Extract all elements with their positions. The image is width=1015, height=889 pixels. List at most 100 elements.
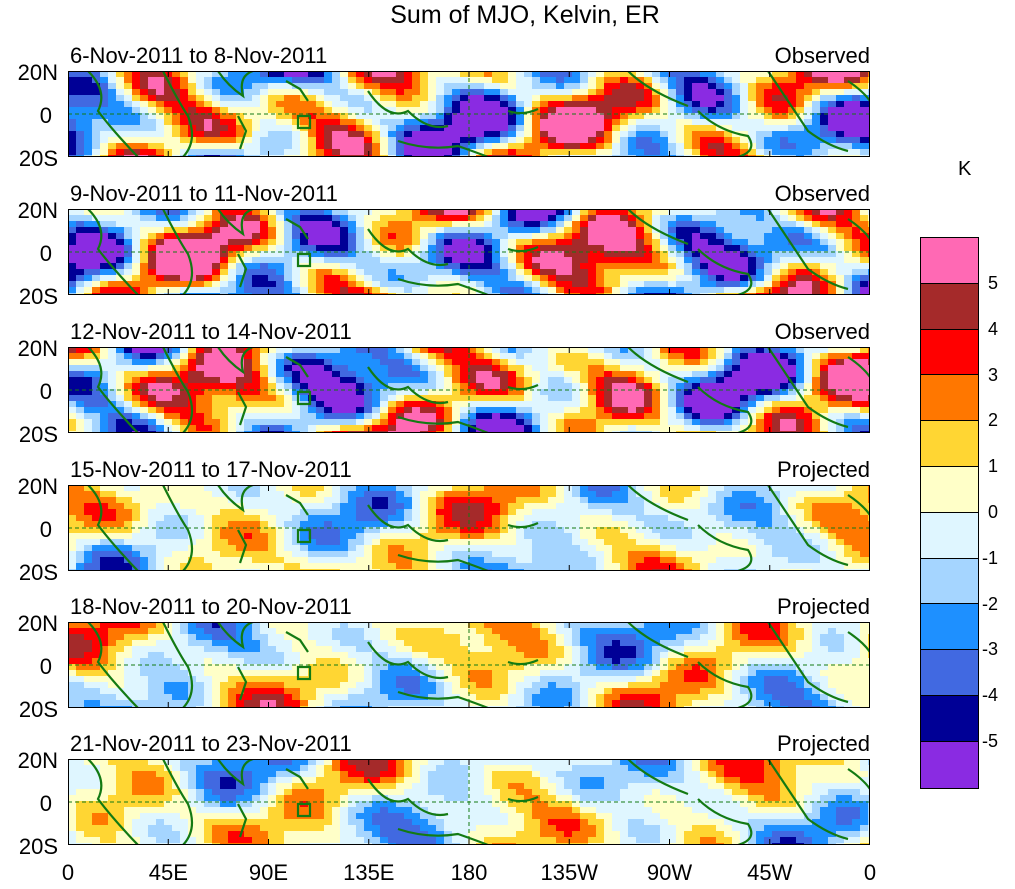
panel-frame [68, 71, 870, 157]
coastline [627, 347, 689, 384]
coastline [285, 80, 309, 102]
coastline [296, 665, 312, 681]
coastline [627, 485, 689, 522]
latitude-label: 20N [17, 611, 58, 636]
coastline [285, 768, 309, 790]
panel-date-range: 18-Nov-2011 to 20-Nov-2011 [70, 594, 352, 619]
coastline [87, 209, 139, 295]
colorbar-swatch [921, 695, 978, 742]
coastline [87, 622, 139, 708]
coastline [87, 759, 139, 845]
colorbar-swatch [921, 375, 978, 422]
colorbar-swatch [921, 558, 978, 605]
coastline [162, 71, 194, 157]
latitude-label: 0 [39, 654, 52, 679]
coastline [507, 245, 539, 253]
coastline [767, 759, 849, 841]
panel-frame [68, 622, 870, 708]
coastline [162, 347, 194, 433]
colorbar-tick-label: -2 [982, 593, 999, 614]
colorbar-swatch [921, 238, 978, 284]
coastline [217, 347, 254, 375]
panel-date-range: 12-Nov-2011 to 14-Nov-2011 [70, 319, 352, 344]
latitude-label: 20N [17, 336, 58, 361]
coastline [285, 631, 309, 653]
colorbar-tick-label: 5 [988, 273, 999, 293]
longitude-label: 45W [747, 860, 793, 885]
panel-status: Observed [774, 43, 870, 68]
coastline [767, 622, 849, 704]
panel-status: Observed [774, 319, 870, 344]
coastline [162, 759, 194, 845]
colorbar-swatch [921, 741, 978, 788]
latitude-label: 20S [18, 834, 58, 859]
anomaly-map-panel [68, 347, 870, 433]
panel-date-range: 6-Nov-2011 to 8-Nov-2011 [70, 43, 328, 68]
coastline [767, 209, 849, 291]
coastline [285, 356, 309, 378]
coastline [217, 485, 254, 513]
coastline [285, 218, 309, 240]
coastline [697, 386, 753, 433]
panel-frame [68, 209, 870, 295]
panel-status: Observed [774, 181, 870, 206]
longitude-label: 90E [248, 860, 289, 885]
latitude-label: 20N [17, 60, 58, 85]
figure-title: Sum of MJO, Kelvin, ER [390, 1, 660, 29]
panel-date-range: 9-Nov-2011 to 11-Nov-2011 [70, 181, 338, 206]
panel-frame [68, 485, 870, 571]
colorbar-swatch [921, 650, 978, 696]
coastline [217, 759, 254, 787]
coastline [847, 494, 870, 516]
coastline [367, 504, 449, 543]
coastline [847, 356, 870, 378]
colorbar-swatch [921, 604, 978, 651]
colorbar [920, 237, 979, 789]
coastline [697, 798, 753, 845]
coastline [767, 347, 849, 429]
panel-date-range: 15-Nov-2011 to 17-Nov-2011 [70, 457, 352, 482]
panel-frame [68, 347, 870, 433]
coastline [162, 209, 194, 295]
coastline [397, 553, 489, 571]
coastline [397, 827, 489, 845]
longitude-label: 0 [61, 860, 75, 885]
coastline [767, 485, 849, 567]
coastline [397, 415, 489, 433]
coastline [627, 759, 689, 796]
coastline [296, 528, 312, 544]
coastline [847, 218, 870, 240]
coastline [367, 778, 449, 817]
coastline [217, 209, 254, 237]
coastline [237, 115, 248, 150]
longitude-label: 135E [343, 860, 395, 885]
coastline [507, 383, 539, 391]
longitude-label: 45E [148, 860, 188, 885]
coastline [367, 228, 449, 267]
coastline [296, 114, 312, 130]
latitude-label: 20S [18, 560, 58, 585]
colorbar-swatch [921, 466, 978, 513]
anomaly-map-panel [68, 209, 870, 295]
coastline [767, 71, 849, 153]
latitude-label: 20S [18, 422, 58, 447]
panel-status: Projected [777, 731, 870, 756]
coastline [296, 802, 312, 818]
anomaly-map-panel [68, 485, 870, 571]
colorbar-tick-label: 3 [988, 364, 999, 385]
colorbar-swatch [921, 283, 978, 330]
latitude-label: 20S [18, 146, 58, 171]
coastline [697, 110, 753, 157]
coastline [507, 107, 539, 115]
colorbar-tick-label: -5 [982, 731, 999, 751]
latitude-label: 20S [18, 284, 58, 309]
coastline [507, 521, 539, 529]
colorbar-unit: K [958, 158, 972, 180]
colorbar-tick-label: 0 [988, 502, 999, 522]
coastline [847, 631, 870, 653]
coastline [87, 485, 139, 571]
coastline [367, 366, 449, 405]
panel-frame [68, 759, 870, 845]
coastline [397, 690, 489, 708]
latitude-label: 0 [39, 241, 52, 266]
